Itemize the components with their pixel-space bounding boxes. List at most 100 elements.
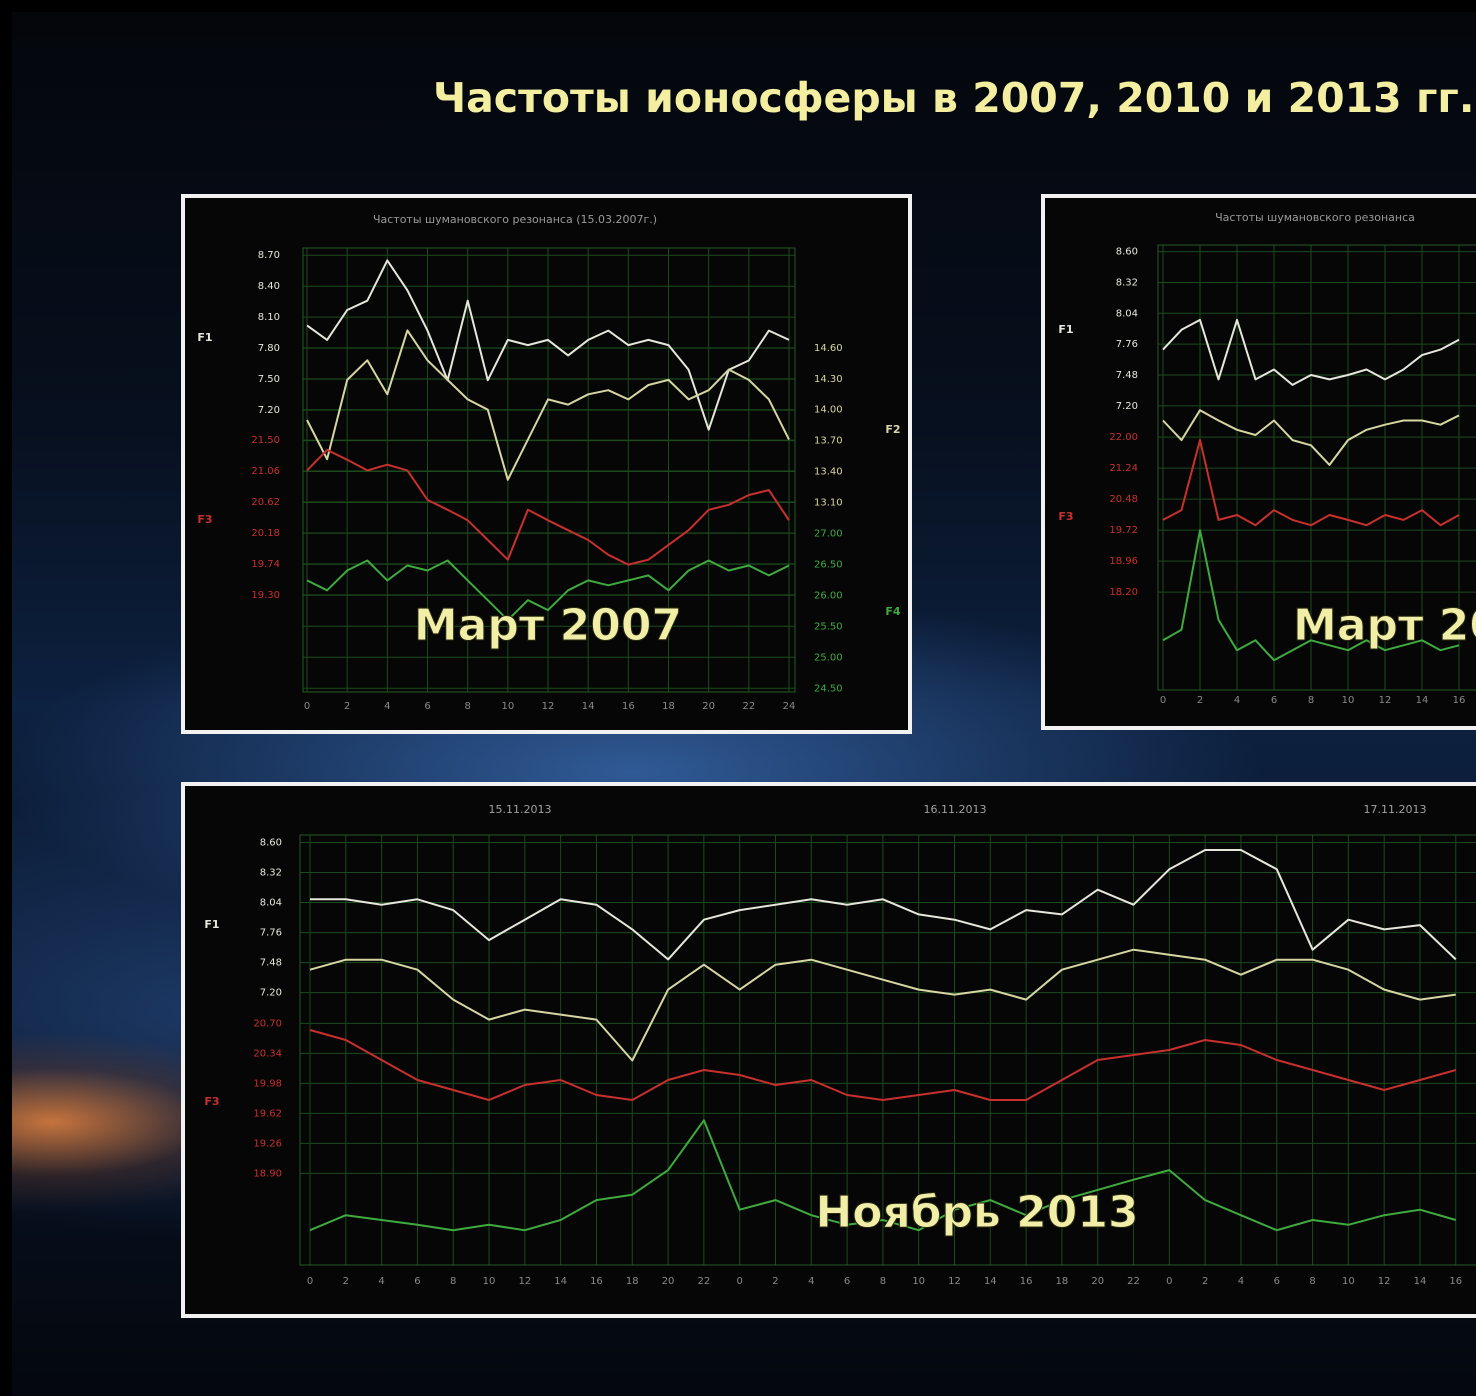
x-tick-label: 0 [736,1276,742,1287]
series-line [306,448,790,566]
y-tick-label: 20.70 [253,1018,282,1029]
y-tick-label: 19.26 [253,1138,282,1149]
y-tick-label: 14.00 [814,405,843,416]
x-tick-label: 12 [1378,1276,1391,1287]
x-tick-label: 6 [1274,1276,1280,1287]
y-tick-label: 8.60 [1116,247,1138,258]
axis-series-label: F4 [885,605,901,618]
x-tick-label: 2 [1197,695,1203,706]
y-tick-label: 19.98 [253,1078,282,1089]
x-tick-label: 22 [697,1276,710,1287]
chart-overlay-label: Ноябрь 2013 [815,1187,1138,1238]
y-tick-label: 25.00 [814,652,843,663]
x-tick-label: 4 [384,701,390,712]
x-tick-label: 16 [1453,695,1466,706]
y-tick-label: 8.10 [258,312,280,323]
x-tick-label: 0 [307,1276,313,1287]
x-tick-label: 0 [1160,695,1166,706]
x-tick-label: 14 [1414,1276,1427,1287]
axis-series-label: F1 [197,331,212,344]
x-tick-label: 8 [880,1276,886,1287]
x-tick-label: 6 [424,701,430,712]
y-tick-label: 7.48 [1116,370,1138,381]
x-tick-label: 18 [662,701,675,712]
y-tick-label: 7.76 [260,928,282,939]
y-tick-label: 20.48 [1109,494,1138,505]
series-line [306,559,790,622]
y-tick-label: 20.62 [251,497,280,508]
x-tick-label: 18 [1056,1276,1069,1287]
date-label: 17.11.2013 [1364,803,1427,816]
date-label: 15.11.2013 [489,803,552,816]
y-tick-label: 7.50 [258,374,280,385]
x-tick-label: 10 [912,1276,925,1287]
y-tick-label: 8.04 [1116,308,1138,319]
x-tick-label: 10 [1342,695,1355,706]
y-tick-label: 21.06 [251,466,280,477]
chart-panel [1041,194,1476,730]
x-tick-label: 20 [662,1276,675,1287]
series-line [306,259,790,431]
x-tick-label: 12 [1379,695,1392,706]
x-tick-label: 16 [622,701,635,712]
series-line [310,849,1457,961]
axis-series-label: F3 [204,1095,219,1108]
x-tick-label: 8 [1309,1276,1315,1287]
x-tick-label: 14 [984,1276,997,1287]
y-tick-label: 8.70 [258,250,280,261]
chart-title: Частоты шумановского резонанса [1215,211,1415,224]
plot-area: 0 2 4 6 8 10 12 14 16 18 20 22 248.708.408.107.807.5… [197,247,901,712]
y-tick-label: 8.04 [260,898,282,909]
chart-overlay-label: Март 2010 [1293,600,1476,651]
x-tick-label: 22 [1127,1276,1140,1287]
y-tick-label: 7.20 [258,405,280,416]
series-line [1162,318,1460,386]
x-tick-label: 4 [1238,1276,1244,1287]
y-tick-label: 14.30 [814,374,843,385]
series-line [309,1119,1457,1232]
y-tick-label: 13.10 [814,497,843,508]
axis-series-label: F3 [197,513,212,526]
axis-series-label: F1 [1058,323,1073,336]
x-tick-label: 18 [626,1276,639,1287]
x-tick-label: 8 [464,701,470,712]
series-line [1162,409,1460,466]
y-tick-label: 26.00 [814,590,843,601]
x-tick-label: 4 [808,1276,814,1287]
chart-panel [181,194,912,734]
x-tick-label: 20 [1091,1276,1104,1287]
x-tick-label: 16 [1020,1276,1033,1287]
x-tick-label: 10 [501,701,514,712]
slide-title: Частоты ионосферы в 2007, 2010 и 2013 гг… [433,74,1474,122]
y-tick-label: 18.20 [1109,587,1138,598]
y-tick-label: 8.32 [260,868,282,879]
x-tick-label: 0 [304,701,310,712]
x-tick-label: 4 [378,1276,384,1287]
series-line [1162,439,1460,527]
x-tick-label: 12 [948,1276,961,1287]
x-tick-label: 4 [1234,695,1240,706]
x-tick-label: 14 [582,701,595,712]
y-tick-label: 7.20 [260,988,282,999]
series-line [306,329,790,481]
y-tick-label: 7.76 [1116,339,1138,350]
chart-title: Частоты шумановского резонанса (15.03.20… [373,213,657,226]
y-tick-label: 19.62 [253,1108,282,1119]
x-tick-label: 6 [414,1276,420,1287]
y-tick-label: 7.80 [258,343,280,354]
y-tick-label: 21.24 [1109,463,1138,474]
x-tick-label: 8 [450,1276,456,1287]
y-tick-label: 26.50 [814,559,843,570]
y-tick-label: 8.40 [258,281,280,292]
x-tick-label: 8 [1308,695,1314,706]
x-tick-label: 6 [844,1276,850,1287]
plot-frame [302,247,796,693]
axis-series-label: F1 [204,918,219,931]
series-line [309,1029,1457,1101]
x-tick-label: 10 [1342,1276,1355,1287]
series-line [1162,529,1460,662]
plot-area: 0 2 4 6 8 10 12 14 16 18 20 22 0 2 4 6 8 10 12 14 16 18 20 22 0 2… [204,834,1476,1287]
x-tick-label: 20 [702,701,715,712]
x-tick-label: 24 [783,701,796,712]
